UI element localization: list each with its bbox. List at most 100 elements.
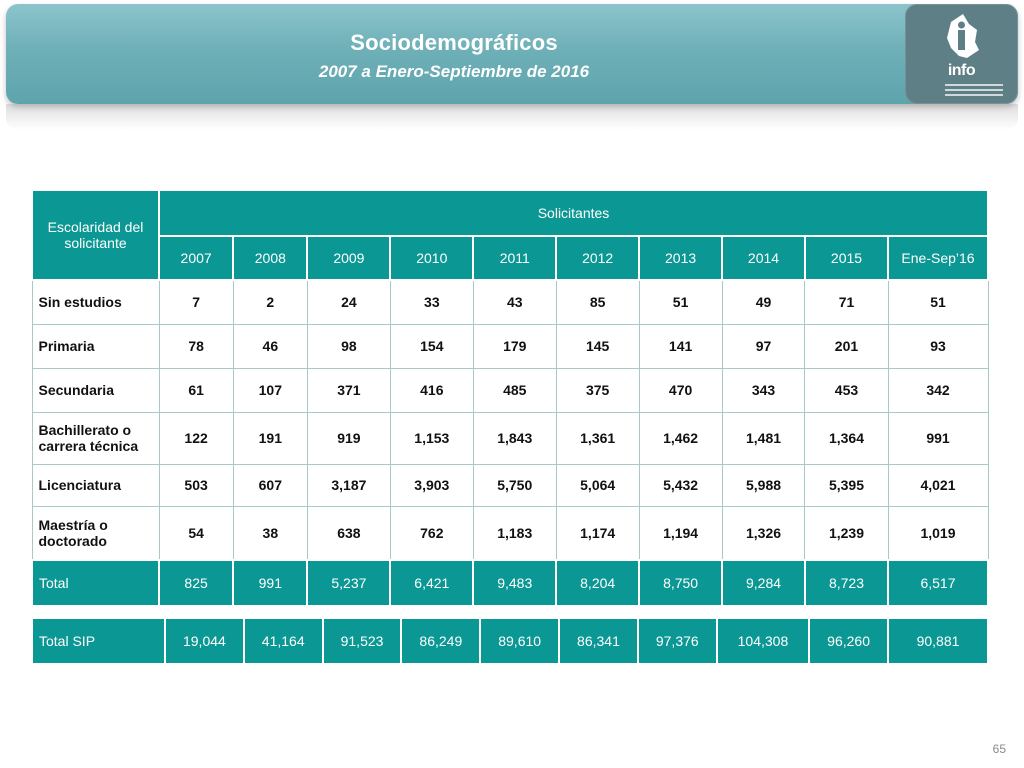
table-cell: 38: [232, 505, 308, 561]
total-sip-cell: 41,164: [242, 617, 324, 665]
year-header: 2011: [472, 235, 558, 281]
total-sip-label: Total SIP: [31, 617, 166, 665]
table-cell: 93: [887, 323, 989, 369]
row-label: Bachillerato o carrera técnica: [31, 411, 160, 465]
total-cell: 5,237: [306, 559, 392, 607]
row-label: Licenciatura: [31, 463, 160, 507]
table-cell: 49: [721, 279, 806, 325]
table-cell: 762: [389, 505, 474, 561]
table-cell: 5,064: [555, 463, 640, 507]
table-cell: 201: [804, 323, 889, 369]
table-cell: 1,462: [638, 411, 723, 465]
table-cell: 98: [306, 323, 391, 369]
table-cell: 485: [472, 367, 557, 413]
table-cell: 1,194: [638, 505, 723, 561]
table-cell: 607: [232, 463, 308, 507]
table-cell: 991: [887, 411, 989, 465]
map-icon: [947, 14, 979, 58]
table-cell: 503: [158, 463, 234, 507]
total-sip-cell: 104,308: [715, 617, 811, 665]
year-header: 2015: [803, 235, 890, 281]
year-header-row: 2007 2008 2009 2010 2011 2012 2013 2014 2015 Ene-…: [32, 235, 989, 281]
logo-text: info: [947, 62, 976, 79]
table-cell: 85: [555, 279, 640, 325]
table-row: Licenciatura 503 607 3,187 3,903 5,750 5,064 5,…: [31, 463, 989, 507]
table-cell: 61: [158, 367, 234, 413]
table-cell: 1,019: [887, 505, 989, 561]
total-sip-cell: 97,376: [636, 617, 718, 665]
row-header: Escolaridad del solicitante: [31, 189, 160, 281]
table-cell: 342: [887, 367, 989, 413]
table-cell: 1,364: [804, 411, 889, 465]
total-cell: 9,284: [721, 559, 806, 607]
table-cell: 1,153: [389, 411, 474, 465]
table-cell: 1,183: [472, 505, 557, 561]
row-label: Sin estudios: [31, 279, 160, 325]
year-header: 2008: [232, 235, 309, 281]
total-label: Total: [31, 559, 160, 607]
table-cell: 3,187: [306, 463, 391, 507]
table-cell: 191: [232, 411, 308, 465]
total-cell: 991: [232, 559, 309, 607]
total-sip-cell: 86,341: [558, 617, 639, 665]
table-cell: 71: [804, 279, 889, 325]
table-cell: 2: [232, 279, 308, 325]
table-cell: 1,174: [555, 505, 640, 561]
table-cell: 1,361: [555, 411, 640, 465]
table-cell: 122: [158, 411, 234, 465]
info-df-logo: info: [905, 4, 1018, 104]
table-cell: 470: [638, 367, 723, 413]
table-cell: 7: [158, 279, 234, 325]
total-row: Total 825 991 5,237 6,421 9,483 8,204 8,750 9,28…: [31, 559, 989, 607]
table-cell: 371: [306, 367, 391, 413]
table-row: Maestría o doctorado 54 38 638 762 1,183 1,174…: [31, 505, 989, 561]
banner-shadow: [6, 104, 1018, 130]
table-cell: 5,750: [472, 463, 557, 507]
table-cell: 919: [306, 411, 391, 465]
title-banner: [6, 4, 1018, 104]
table-cell: 46: [232, 323, 308, 369]
table-cell: 107: [232, 367, 308, 413]
table-cell: 51: [638, 279, 723, 325]
table-cell: 154: [389, 323, 474, 369]
total-sip-cell: 91,523: [321, 617, 403, 665]
table-cell: 5,988: [721, 463, 806, 507]
row-label: Maestría o doctorado: [31, 505, 160, 561]
table-row: Primaria 78 46 98 154 179 145 141 97 201 93: [31, 323, 989, 369]
total-cell: 8,723: [803, 559, 890, 607]
total-cell: 825: [157, 559, 235, 607]
table-cell: 51: [887, 279, 989, 325]
total-cell: 8,204: [555, 559, 641, 607]
table-cell: 638: [306, 505, 391, 561]
table-cell: 1,326: [721, 505, 806, 561]
year-header: 2009: [306, 235, 392, 281]
table-cell: 343: [721, 367, 806, 413]
table-cell: 33: [389, 279, 474, 325]
total-sip-cell: 86,249: [400, 617, 482, 665]
table-cell: 453: [804, 367, 889, 413]
total-cell: 9,483: [472, 559, 558, 607]
table-row: Sin estudios 7 2 24 33 43 85 51 49 71 51: [31, 279, 989, 325]
table-cell: 24: [306, 279, 391, 325]
total-cell: 6,421: [389, 559, 475, 607]
table-cell: 5,395: [804, 463, 889, 507]
year-header: 2012: [555, 235, 641, 281]
total-sip-cell: 89,610: [479, 617, 561, 665]
table-cell: 4,021: [887, 463, 989, 507]
page-number: 65: [992, 742, 1006, 756]
total-cell: 6,517: [887, 559, 989, 607]
table-cell: 375: [555, 367, 640, 413]
year-header: Ene-Sep’16: [887, 235, 989, 281]
total-sip-table: Total SIP 19,044 41,164 91,523 86,249 89,610 8…: [31, 617, 989, 665]
table-cell: 141: [638, 323, 723, 369]
table-cell: 97: [721, 323, 806, 369]
table-cell: 416: [389, 367, 474, 413]
total-sip-cell: 19,044: [164, 617, 245, 665]
year-header: 2010: [389, 235, 475, 281]
year-header: 2014: [721, 235, 806, 281]
table-cell: 1,843: [472, 411, 557, 465]
table-cell: 43: [472, 279, 557, 325]
page-subtitle: 2007 a Enero-Septiembre de 2016: [318, 62, 590, 81]
total-sip-cell: 90,881: [887, 617, 989, 665]
group-header: Solicitantes: [158, 189, 989, 237]
